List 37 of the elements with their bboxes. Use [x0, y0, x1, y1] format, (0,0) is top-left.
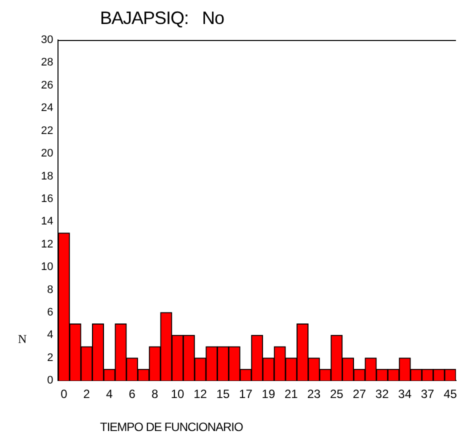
y-tick-label: 0: [47, 374, 54, 387]
x-tick-label: 8: [151, 387, 158, 402]
y-tick-label: 2: [47, 352, 54, 364]
y-tick-label: 6: [47, 306, 54, 319]
x-axis-title: TIEMPO DE FUNCIONARIO: [100, 420, 243, 434]
y-tick-label: 20: [40, 148, 54, 160]
x-tick-label: 45: [444, 387, 458, 402]
x-tick-label: 37: [420, 387, 435, 402]
x-tick-label: 27: [352, 387, 366, 402]
x-tick-label: 21: [284, 387, 298, 402]
y-tick-label: 18: [40, 170, 54, 182]
y-tick-label: 14: [40, 216, 54, 228]
x-tick-label: 4: [106, 387, 114, 402]
chart-title: BAJAPSIQ: No: [100, 8, 224, 29]
y-tick-label: 22: [40, 124, 54, 137]
x-tick-label: 6: [128, 387, 136, 402]
y-axis-title: N: [18, 332, 27, 347]
x-tick-label: 23: [307, 387, 321, 402]
y-tick-label: 26: [40, 79, 54, 92]
x-tick-label: 10: [170, 387, 185, 402]
y-tick-label: 16: [40, 192, 54, 205]
y-tick-label: 12: [40, 238, 54, 250]
x-tick-label: 2: [83, 387, 90, 402]
x-tick-label: 25: [330, 387, 344, 402]
y-tick-label: 30: [40, 34, 54, 46]
y-tick-label: 8: [47, 284, 54, 296]
x-tick-label: 15: [216, 387, 230, 402]
x-tick-label: 19: [262, 387, 276, 402]
x-tick-label: 32: [375, 387, 390, 402]
x-tick-label: 17: [239, 387, 253, 402]
x-tick-label: 0: [60, 387, 68, 402]
y-tick-label: 28: [40, 56, 54, 69]
y-tick-label: 4: [47, 329, 54, 342]
y-tick-label: 24: [40, 102, 54, 114]
y-tick-label: 10: [40, 261, 54, 274]
x-tick-label: 34: [398, 387, 412, 402]
x-tick-label: 12: [194, 387, 208, 402]
